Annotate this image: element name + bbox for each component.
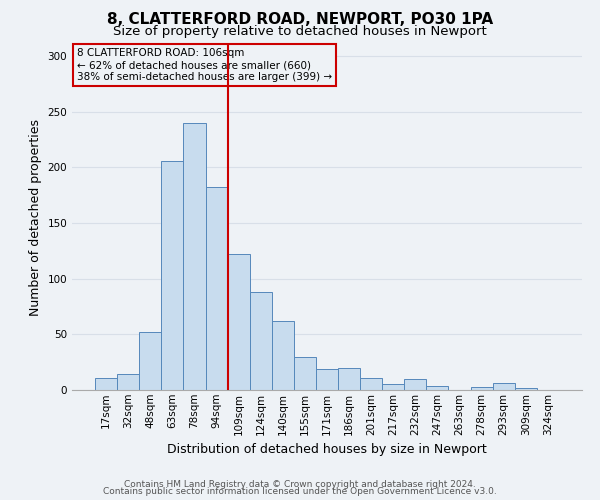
- Bar: [139, 332, 161, 390]
- Text: Size of property relative to detached houses in Newport: Size of property relative to detached ho…: [113, 25, 487, 38]
- Bar: [316, 369, 338, 390]
- Bar: [382, 384, 404, 390]
- Bar: [294, 356, 316, 390]
- Bar: [117, 374, 139, 390]
- Bar: [360, 378, 382, 390]
- Text: 8 CLATTERFORD ROAD: 106sqm
← 62% of detached houses are smaller (660)
38% of sem: 8 CLATTERFORD ROAD: 106sqm ← 62% of deta…: [77, 48, 332, 82]
- Text: Contains HM Land Registry data © Crown copyright and database right 2024.: Contains HM Land Registry data © Crown c…: [124, 480, 476, 489]
- Bar: [404, 379, 427, 390]
- Text: Contains public sector information licensed under the Open Government Licence v3: Contains public sector information licen…: [103, 487, 497, 496]
- Bar: [493, 384, 515, 390]
- X-axis label: Distribution of detached houses by size in Newport: Distribution of detached houses by size …: [167, 443, 487, 456]
- Bar: [227, 254, 250, 390]
- Text: 8, CLATTERFORD ROAD, NEWPORT, PO30 1PA: 8, CLATTERFORD ROAD, NEWPORT, PO30 1PA: [107, 12, 493, 28]
- Bar: [338, 368, 360, 390]
- Bar: [427, 386, 448, 390]
- Bar: [184, 123, 206, 390]
- Bar: [272, 321, 294, 390]
- Bar: [95, 378, 117, 390]
- Bar: [470, 386, 493, 390]
- Bar: [206, 188, 227, 390]
- Bar: [250, 292, 272, 390]
- Y-axis label: Number of detached properties: Number of detached properties: [29, 119, 42, 316]
- Bar: [515, 388, 537, 390]
- Bar: [161, 160, 184, 390]
